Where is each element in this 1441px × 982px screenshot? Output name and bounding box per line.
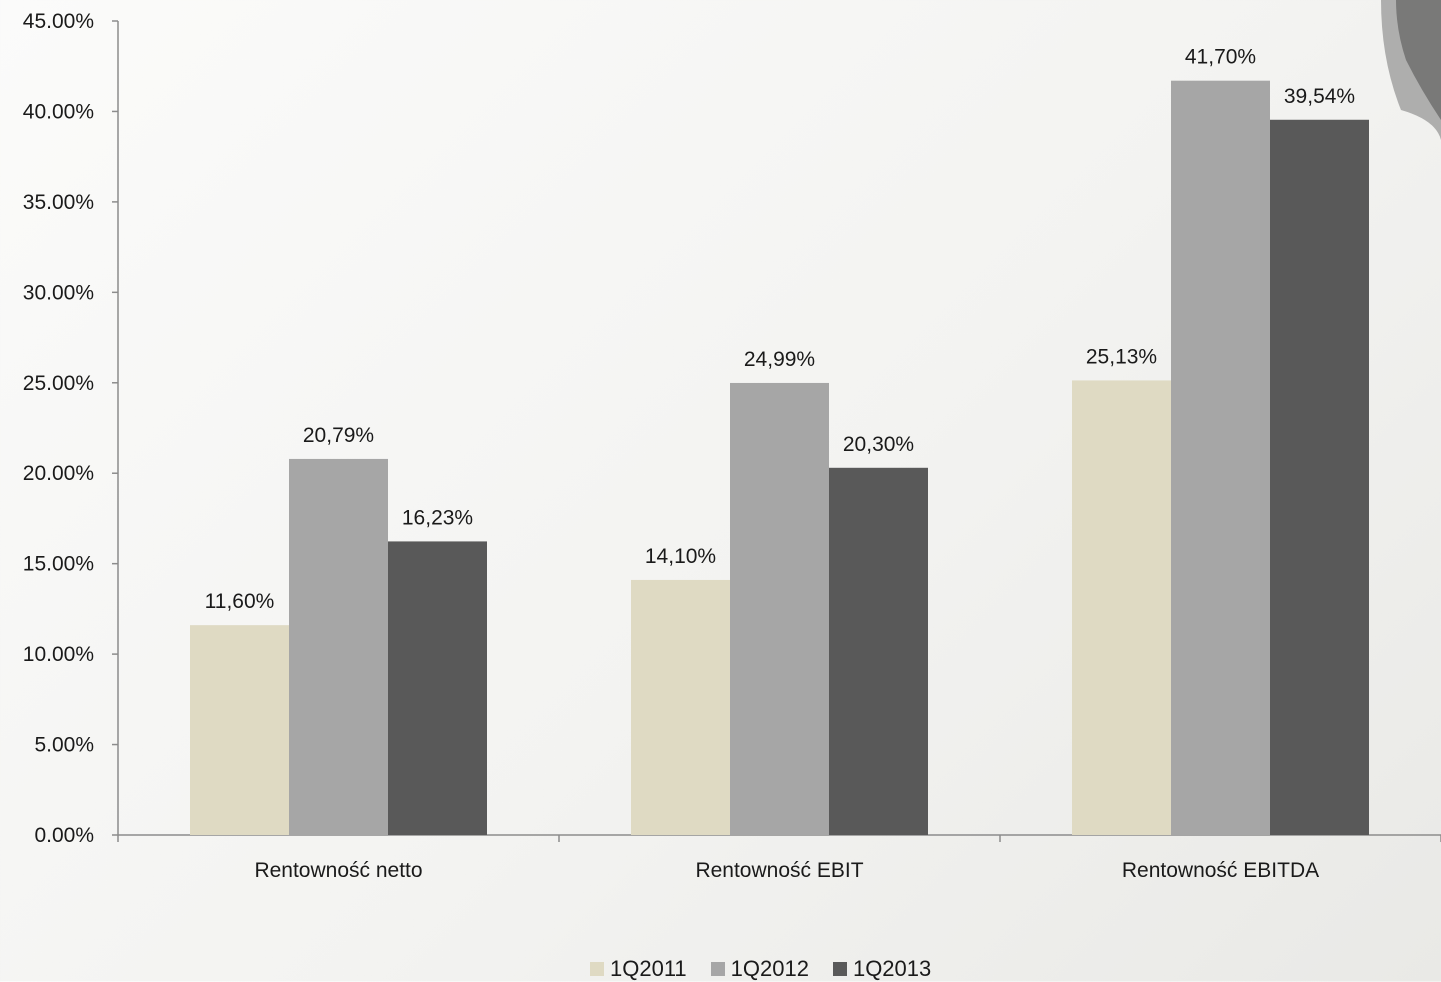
bar-chart: 0.00% 5.00% 10.00% 15.00% 20.00% 25.00% 30.00%…: [23, 10, 1441, 882]
legend-label-1q2012: 1Q2012: [730, 956, 809, 981]
bar: [388, 541, 487, 835]
data-label: 39,54%: [1284, 85, 1355, 108]
category-label: Rentowność EBIT: [695, 859, 863, 882]
legend-swatch-1q2013: [832, 962, 847, 976]
data-label: 24,99%: [744, 348, 815, 371]
y-tick-label: 25.00%: [23, 372, 94, 395]
legend: 1Q2011 1Q2012 1Q2013: [590, 956, 955, 982]
bar: [730, 382, 829, 835]
y-tick-label: 15.00%: [23, 553, 94, 576]
legend-swatch-1q2011: [590, 962, 604, 976]
data-label: 20,79%: [303, 424, 374, 447]
data-label: 11,60%: [205, 590, 275, 613]
bar: [631, 579, 730, 835]
y-tick-label: 10.00%: [23, 643, 94, 666]
y-tick-label: 35.00%: [23, 191, 94, 214]
bar: [190, 625, 289, 835]
decorative-corner-shape: [1381, 0, 1441, 140]
bar: [1072, 380, 1171, 835]
data-label: 16,23%: [402, 506, 473, 529]
data-label: 25,13%: [1086, 345, 1157, 368]
bar: [1171, 80, 1270, 835]
legend-swatch-1q2012: [710, 962, 725, 976]
y-tick-label: 20.00%: [23, 462, 94, 485]
y-tick-label: 5.00%: [34, 734, 94, 757]
bar: [289, 458, 388, 835]
legend-label-1q2011: 1Q2011: [610, 956, 687, 981]
y-tick-label: 30.00%: [23, 281, 94, 304]
category-label: Rentowność EBITDA: [1122, 859, 1319, 882]
data-label: 14,10%: [645, 545, 716, 568]
bar: [829, 467, 928, 835]
y-tick-label: 40.00%: [23, 100, 94, 123]
legend-item-1q2012: 1Q2012: [710, 956, 809, 982]
data-label: 20,30%: [843, 433, 914, 456]
legend-item-1q2011: 1Q2011: [590, 956, 687, 982]
category-label: Rentowność netto: [254, 859, 422, 882]
y-tick-label: 45.00%: [23, 10, 94, 33]
data-label: 41,70%: [1185, 46, 1256, 69]
y-tick-label: 0.00%: [34, 824, 94, 847]
legend-label-1q2013: 1Q2013: [852, 956, 932, 981]
legend-item-1q2013: 1Q2013: [832, 956, 932, 982]
bar: [1270, 119, 1369, 836]
